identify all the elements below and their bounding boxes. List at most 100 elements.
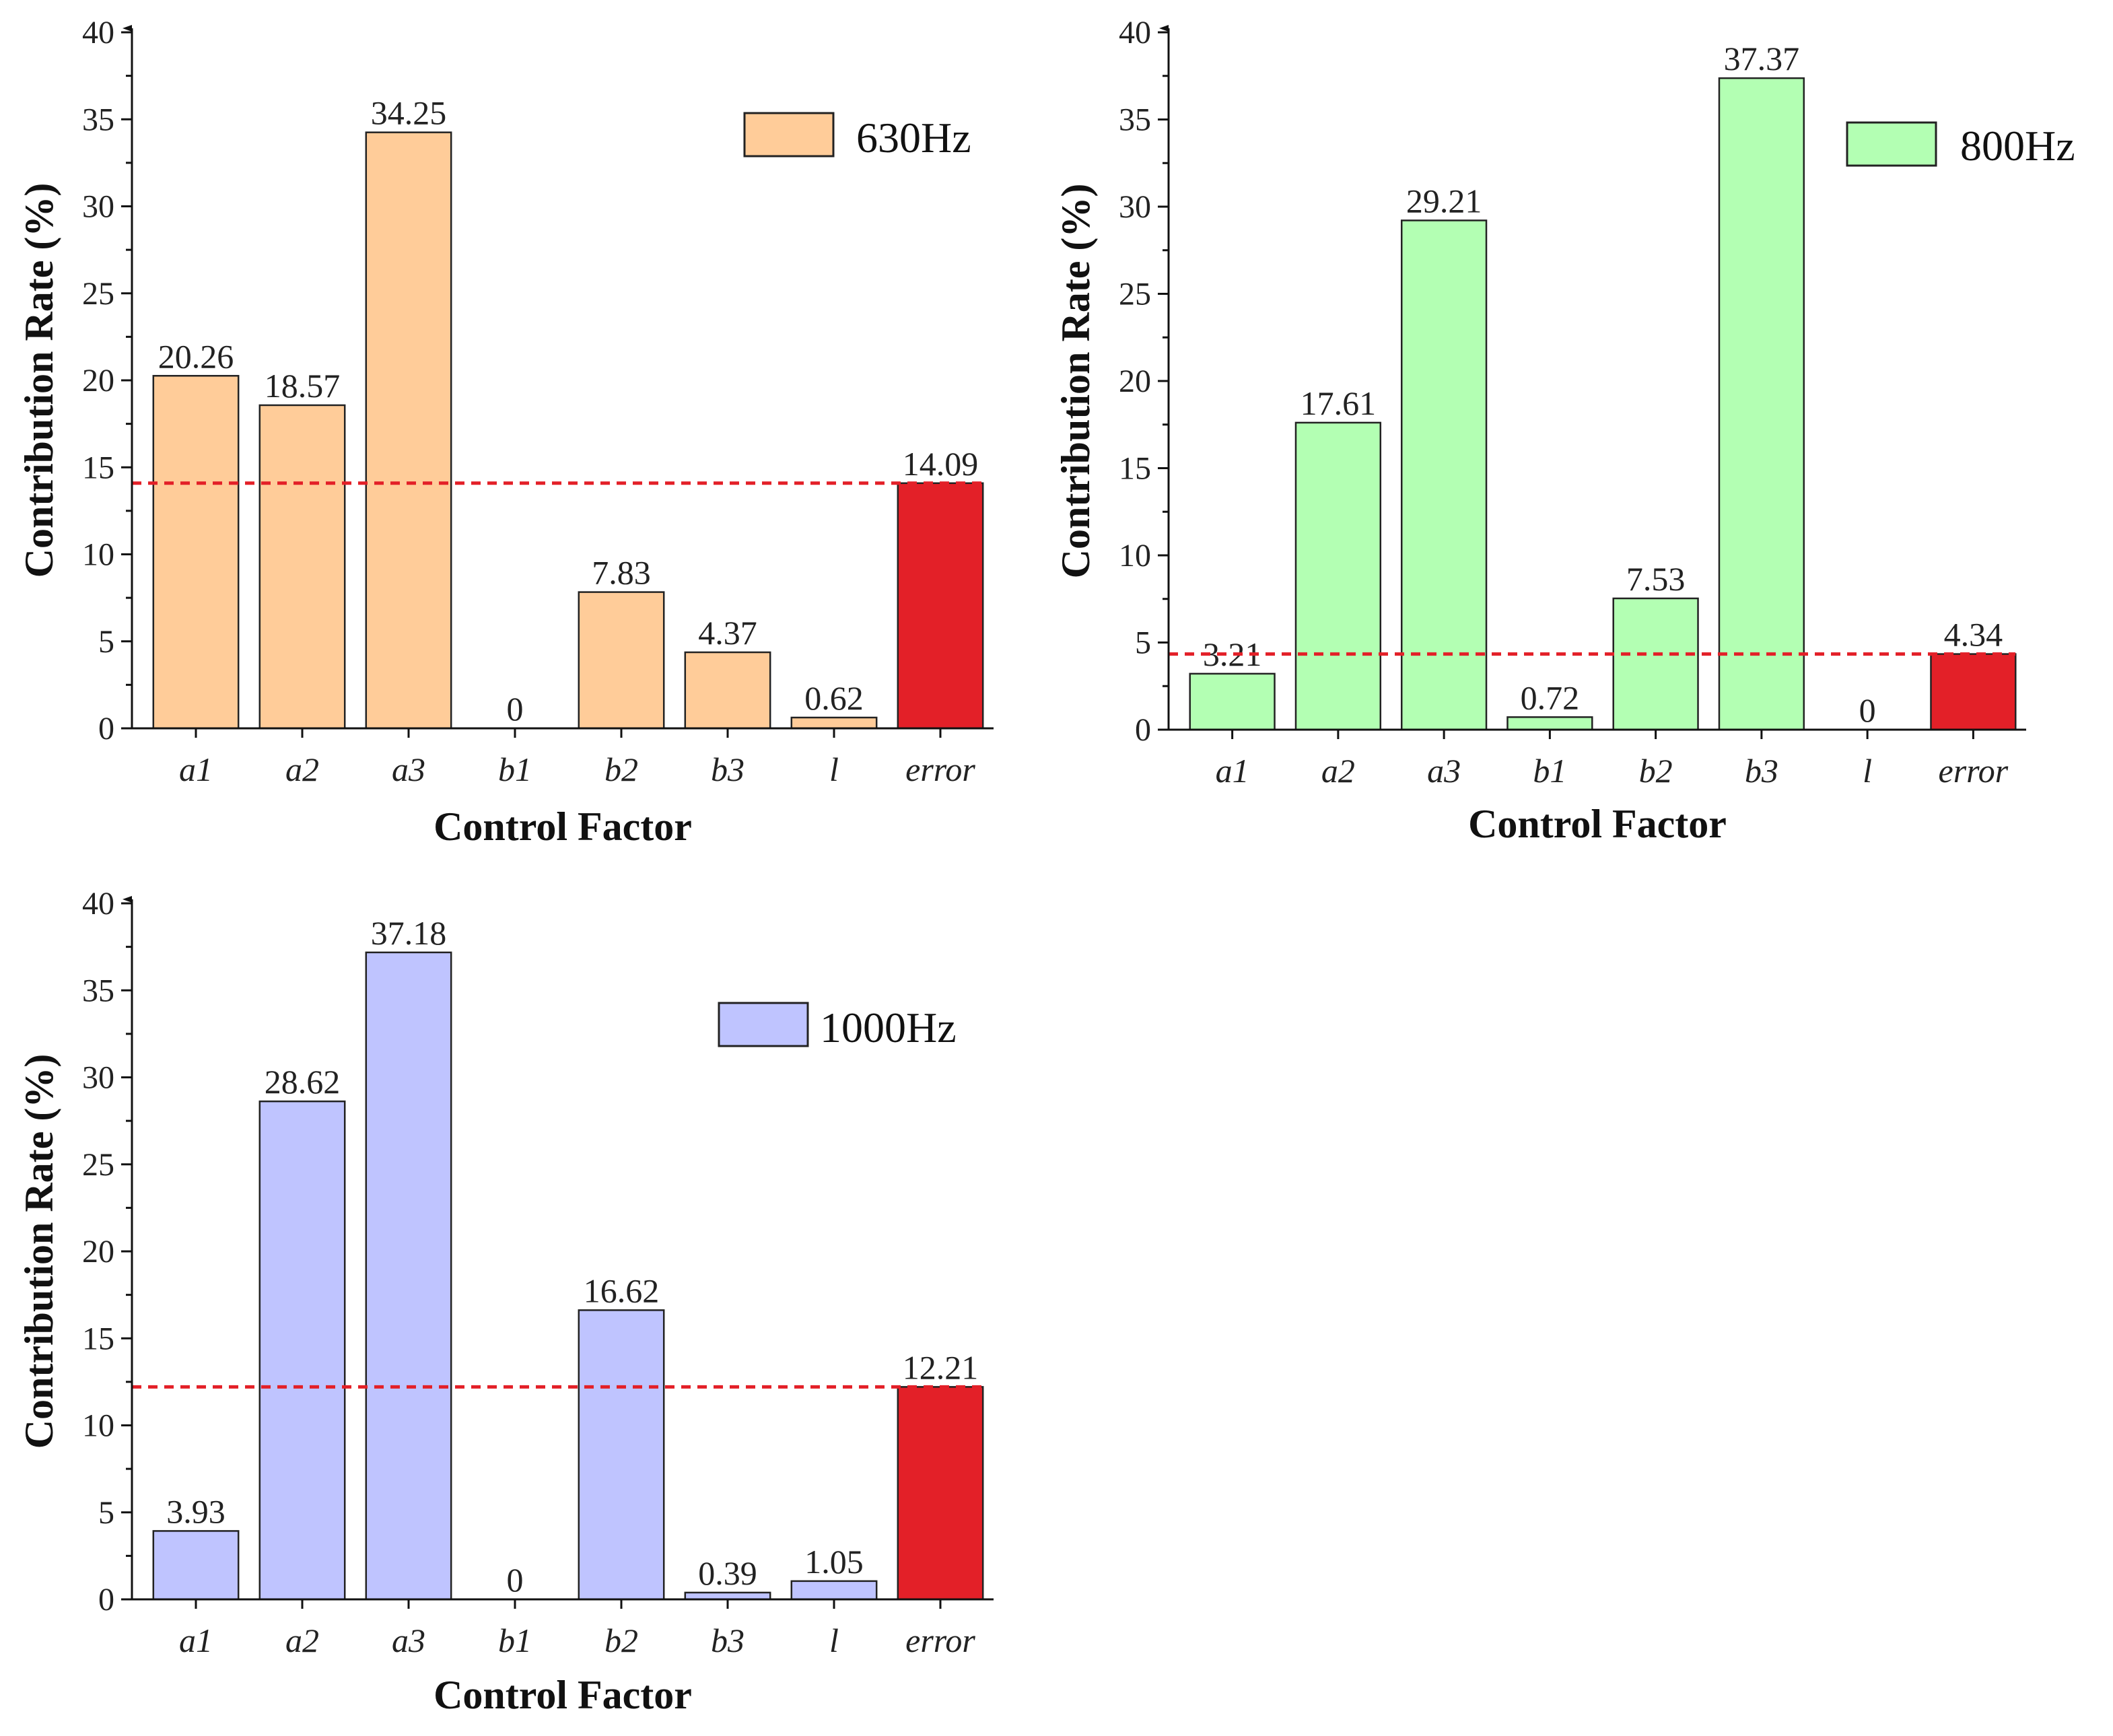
- category-label-b1: b1: [498, 751, 532, 788]
- value-label-b3: 0.39: [698, 1554, 757, 1592]
- y-tick-label-0: 0: [1135, 712, 1151, 748]
- y-tick-label-30: 30: [1119, 189, 1151, 225]
- category-label-a3: a3: [1427, 752, 1461, 790]
- bar-a2: [258, 1100, 346, 1601]
- value-label-b2: 16.62: [584, 1272, 660, 1309]
- category-label-b2: b2: [604, 1622, 638, 1659]
- category-label-a2: a2: [1321, 752, 1355, 790]
- legend: 800Hz: [1846, 121, 2075, 170]
- legend-swatch: [718, 1002, 809, 1047]
- y-tick-label-5: 5: [1135, 625, 1151, 661]
- chart-panel-800Hz: 3.21a117.61a229.21a30.72b17.53b237.37b30…: [1053, 15, 2075, 846]
- bar-l: [790, 1580, 878, 1601]
- y-tick-label-20: 20: [82, 363, 114, 398]
- bar-error: [1930, 653, 2017, 731]
- legend: 630Hz: [743, 112, 971, 162]
- value-label-l: 0.62: [804, 679, 864, 717]
- value-label-b3: 37.37: [1724, 40, 1800, 77]
- value-label-a1: 3.93: [166, 1492, 226, 1530]
- bar-a1: [1189, 672, 1276, 731]
- value-label-a3: 34.25: [371, 94, 447, 132]
- bar-b2: [578, 1309, 665, 1601]
- bar-error: [897, 1386, 984, 1601]
- value-label-error: 4.34: [1944, 616, 2003, 654]
- x-axis-title: Control Factor: [434, 804, 692, 849]
- category-label-l: l: [829, 1622, 839, 1659]
- bar-a2: [258, 404, 346, 730]
- category-label-error: error: [1939, 752, 2009, 790]
- category-label-b1: b1: [1533, 752, 1566, 790]
- value-label-a3: 37.18: [371, 914, 447, 952]
- x-axis-title: Control Factor: [1468, 802, 1727, 846]
- y-tick-label-40: 40: [1119, 15, 1151, 50]
- bar-b3: [684, 651, 771, 730]
- category-label-error: error: [905, 751, 975, 788]
- y-tick-label-5: 5: [98, 1495, 114, 1531]
- bar-b1: [1506, 716, 1593, 731]
- y-tick-label-15: 15: [82, 450, 114, 485]
- category-label-a1: a1: [179, 1622, 213, 1659]
- y-tick-label-40: 40: [82, 15, 114, 50]
- category-label-a3: a3: [392, 1622, 425, 1659]
- value-label-l: 1.05: [804, 1543, 864, 1581]
- legend-label: 1000Hz: [820, 1004, 957, 1051]
- value-label-a1: 20.26: [158, 337, 234, 375]
- y-tick-label-30: 30: [82, 189, 114, 225]
- value-label-a2: 18.57: [265, 367, 341, 405]
- legend-swatch: [743, 112, 835, 158]
- bar-l: [790, 716, 878, 730]
- bar-b2: [1612, 597, 1699, 731]
- bar-b3: [684, 1591, 771, 1601]
- category-label-l: l: [829, 751, 839, 788]
- y-tick-label-0: 0: [98, 1582, 114, 1618]
- category-label-b3: b3: [711, 1622, 744, 1659]
- value-label-b1: 0: [507, 690, 524, 728]
- bar-a3: [365, 951, 452, 1601]
- y-tick-label-5: 5: [98, 624, 114, 660]
- bar-a1: [152, 375, 240, 730]
- y-tick-label-0: 0: [98, 711, 114, 747]
- category-label-b1: b1: [498, 1622, 532, 1659]
- y-tick-label-15: 15: [1119, 451, 1151, 487]
- bar-b2: [578, 591, 665, 730]
- y-tick-label-40: 40: [82, 886, 114, 922]
- category-label-b3: b3: [711, 751, 744, 788]
- category-label-a1: a1: [179, 751, 213, 788]
- y-tick-label-30: 30: [82, 1060, 114, 1096]
- bar-error: [897, 482, 984, 730]
- value-label-b2: 7.53: [1626, 560, 1686, 598]
- legend-swatch: [1846, 121, 1937, 167]
- value-label-l: 0: [1859, 691, 1876, 729]
- y-tick-label-25: 25: [82, 276, 114, 312]
- category-label-b3: b3: [1745, 752, 1778, 790]
- category-label-l: l: [1863, 752, 1872, 790]
- value-label-a2: 28.62: [265, 1063, 341, 1101]
- bar-a2: [1294, 421, 1382, 731]
- y-tick-label-35: 35: [1119, 102, 1151, 138]
- y-tick-label-10: 10: [1119, 538, 1151, 574]
- category-label-error: error: [905, 1622, 975, 1659]
- y-tick-label-10: 10: [82, 1408, 114, 1444]
- value-label-b2: 7.83: [592, 554, 651, 592]
- legend: 1000Hz: [718, 1002, 957, 1051]
- category-label-a2: a2: [285, 751, 319, 788]
- bar-b3: [1718, 77, 1805, 731]
- category-label-b2: b2: [604, 751, 638, 788]
- value-label-b1: 0: [507, 1561, 524, 1599]
- y-axis-title: Contribution Rate (%): [17, 1054, 61, 1449]
- value-label-a3: 29.21: [1406, 182, 1482, 219]
- chart-panel-630Hz: 20.26 a1 18.57 a2 34.25 a3 0 b1 7.83 b2 4.37 b3 0.62…: [17, 15, 994, 849]
- value-label-error: 14.09: [903, 445, 979, 483]
- value-label-a2: 17.61: [1301, 384, 1377, 422]
- bar-a1: [152, 1530, 240, 1601]
- chart-panel-1000Hz: 3.93 a1 28.62 a2 37.18 a3 0 b1 16.62 b2 0.39 b3 1.05…: [17, 886, 994, 1717]
- value-label-b3: 4.37: [698, 614, 757, 652]
- category-label-a1: a1: [1216, 752, 1249, 790]
- y-tick-label-20: 20: [82, 1234, 114, 1270]
- y-tick-label-35: 35: [82, 102, 114, 137]
- y-axis-title: Contribution Rate (%): [17, 183, 61, 578]
- category-label-b2: b2: [1639, 752, 1673, 790]
- legend-label: 630Hz: [856, 114, 971, 162]
- bar-a3: [365, 131, 452, 730]
